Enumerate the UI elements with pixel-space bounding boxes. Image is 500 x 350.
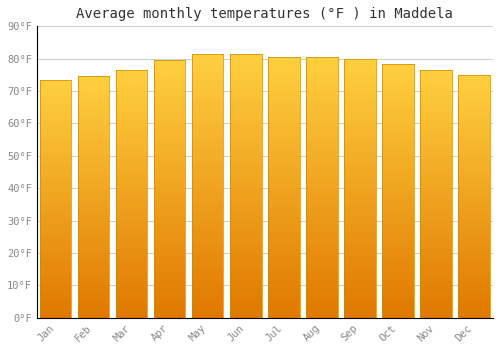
Title: Average monthly temperatures (°F ) in Maddela: Average monthly temperatures (°F ) in Ma…	[76, 7, 454, 21]
